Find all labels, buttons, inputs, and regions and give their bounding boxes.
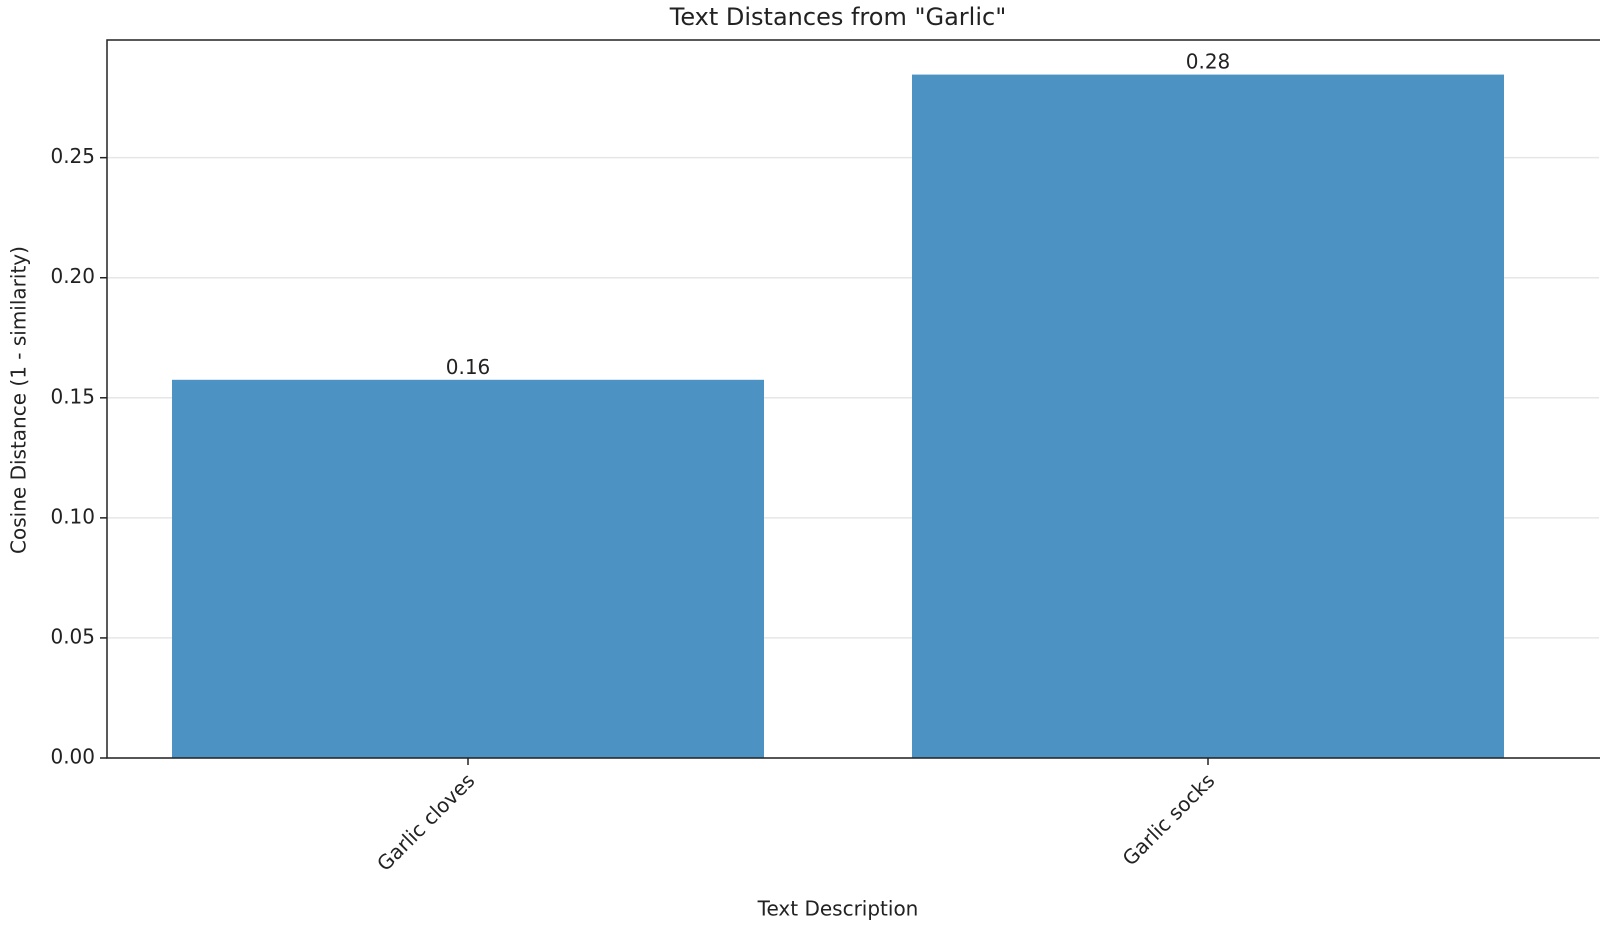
y-tick-label: 0.05 bbox=[50, 624, 95, 648]
x-tick-label: Garlic socks bbox=[1118, 768, 1220, 870]
y-tick-label: 0.15 bbox=[50, 384, 95, 408]
y-axis-label: Cosine Distance (1 - similarity) bbox=[7, 246, 31, 554]
value-label: 0.28 bbox=[1186, 50, 1231, 74]
bar bbox=[912, 74, 1504, 758]
bar bbox=[172, 379, 764, 758]
y-tick-label: 0.25 bbox=[50, 144, 95, 168]
chart-title: Text Distances from "Garlic" bbox=[669, 3, 1007, 31]
y-tick-label: 0.20 bbox=[50, 264, 95, 288]
x-tick-label: Garlic cloves bbox=[372, 768, 479, 875]
value-label: 0.16 bbox=[446, 355, 491, 379]
plot-frame bbox=[106, 39, 1600, 759]
x-axis-label: Text Description bbox=[757, 897, 919, 921]
y-tick-label: 0.00 bbox=[50, 745, 95, 769]
y-tick-label: 0.10 bbox=[50, 504, 95, 528]
